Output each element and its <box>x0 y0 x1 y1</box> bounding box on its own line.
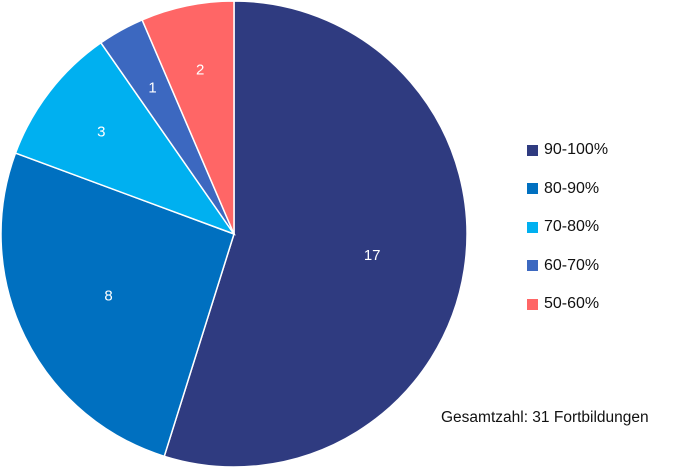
legend-label: 70-80% <box>544 218 600 236</box>
legend-label: 50-60% <box>544 295 600 313</box>
legend-item: 70-80% <box>527 208 608 247</box>
legend-item: 90-100% <box>527 131 608 170</box>
legend-swatch <box>527 221 538 233</box>
legend-label: 80-90% <box>544 179 600 197</box>
data-label: 2 <box>196 62 204 79</box>
legend-swatch <box>527 144 538 156</box>
pie-slice-80-90% <box>0 152 235 458</box>
legend-label: 60-70% <box>544 256 600 274</box>
data-label: 8 <box>104 288 112 305</box>
pie-slice-90-100% <box>163 0 468 467</box>
pie-slice-50-60% <box>141 0 235 235</box>
data-label: 3 <box>97 123 105 140</box>
data-label: 1 <box>148 79 156 96</box>
legend-swatch <box>527 298 538 310</box>
pie-slice-70-80% <box>14 41 236 236</box>
legend-label: 90-100% <box>544 141 609 159</box>
data-label: 17 <box>364 247 381 264</box>
legend-item: 60-70% <box>527 247 608 286</box>
legend-swatch <box>527 183 538 195</box>
legend-item: 80-90% <box>527 170 608 209</box>
legend-item: 50-60% <box>527 285 608 324</box>
total-annotation: Gesamtzahl: 31 Fortbildungen <box>441 409 649 426</box>
legend: 90-100% 80-90% 70-80% 60-70% 50-60% <box>527 131 608 324</box>
legend-swatch <box>527 260 538 272</box>
